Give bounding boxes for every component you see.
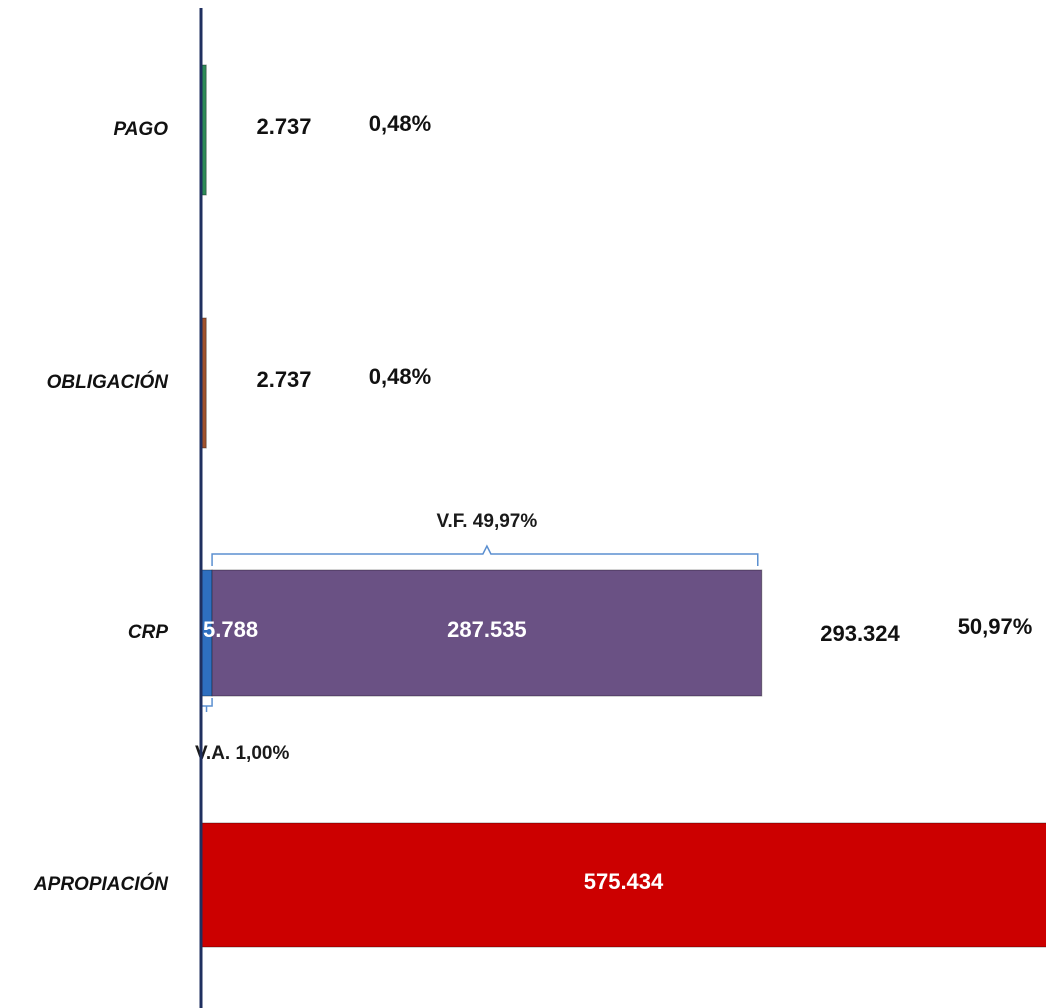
category-label: PAGO [113,119,168,140]
value-label: 575.434 [584,869,664,894]
bar-segment [200,822,1046,948]
value-label: 5.788 [203,617,258,642]
annotation: V.A. 1,00% [195,743,289,764]
percent-label: 0,48% [369,111,431,136]
percent-label: 50,97% [958,614,1033,639]
value-label: 2.737 [256,114,311,139]
total-label: 293.324 [820,621,900,646]
category-label: CRP [128,622,168,643]
bar-segment [211,569,763,697]
value-label: 287.535 [447,617,527,642]
value-label: 2.737 [256,367,311,392]
category-label: OBLIGACIÓN [47,371,170,393]
percent-label: 0,48% [369,364,431,389]
brace [211,544,759,566]
annotation: V.F. 49,97% [437,511,538,532]
category-label: APROPIACIÓN [33,873,169,895]
